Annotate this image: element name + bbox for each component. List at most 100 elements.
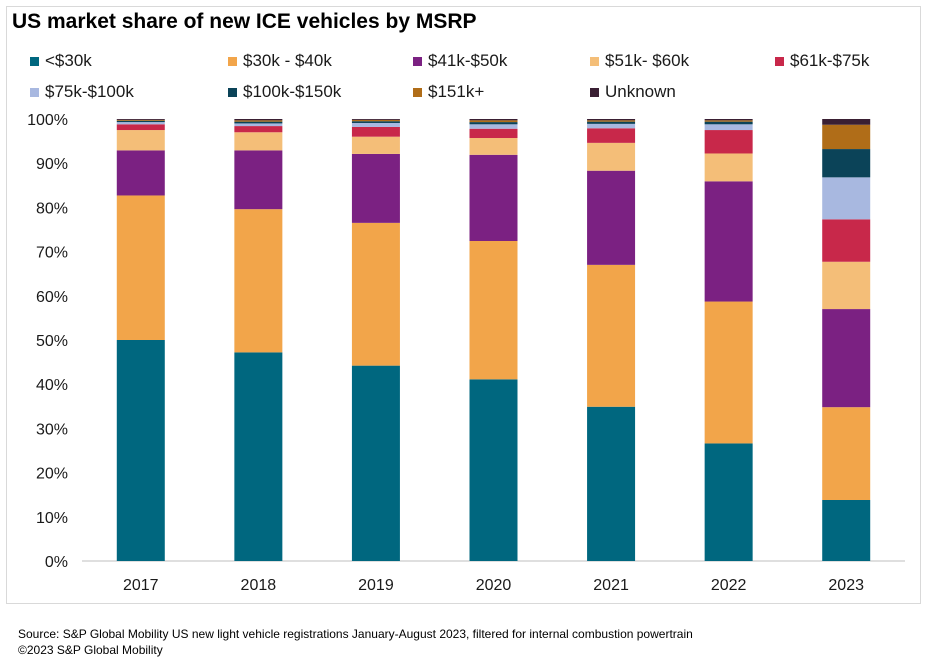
bar-segment bbox=[822, 149, 871, 178]
legend-label: $151k+ bbox=[428, 82, 485, 101]
x-tick-label: 2019 bbox=[358, 577, 394, 594]
legend-label: <$30k bbox=[45, 51, 92, 70]
bar-segment bbox=[116, 340, 165, 561]
bar-segment bbox=[469, 240, 518, 380]
bar-segment bbox=[234, 132, 283, 151]
y-tick-label: 0% bbox=[45, 554, 68, 571]
bar-segment bbox=[822, 124, 871, 150]
bar-segment bbox=[822, 309, 871, 408]
x-tick-label: 2020 bbox=[476, 577, 512, 594]
bar-segment bbox=[116, 150, 165, 196]
y-tick-label: 90% bbox=[36, 156, 68, 173]
legend-swatch bbox=[30, 56, 39, 66]
bar-segment bbox=[351, 365, 400, 561]
bar-segment bbox=[587, 142, 636, 171]
bar-segment bbox=[822, 500, 871, 561]
bar-segment bbox=[351, 119, 400, 120]
legend-label: $61k-$75k bbox=[790, 51, 870, 70]
x-tick-label: 2021 bbox=[593, 577, 629, 594]
bar-segment bbox=[234, 119, 283, 121]
bar-segment bbox=[351, 136, 400, 154]
bar-segment bbox=[351, 122, 400, 127]
bar-segment bbox=[704, 120, 753, 122]
bar-segment bbox=[234, 150, 283, 210]
bar-segment bbox=[116, 119, 165, 121]
legend-item-100k-150k: $100k-$150k bbox=[228, 82, 341, 102]
bar-segment bbox=[351, 126, 400, 137]
x-tick-label: 2017 bbox=[123, 577, 159, 594]
y-tick-label: 30% bbox=[36, 421, 68, 438]
y-tick-label: 40% bbox=[36, 377, 68, 394]
bar-segment bbox=[587, 128, 636, 143]
bar-segment bbox=[351, 222, 400, 366]
source-line: Source: S&P Global Mobility US new light… bbox=[18, 627, 693, 641]
bar-segment bbox=[469, 154, 518, 241]
legend-label: $75k-$100k bbox=[45, 82, 134, 101]
bar-segment bbox=[587, 121, 636, 124]
bar-segment bbox=[587, 406, 636, 561]
legend-item-under-30k: <$30k bbox=[30, 51, 92, 71]
legend-item-61k-75k: $61k-$75k bbox=[775, 51, 869, 71]
legend-swatch bbox=[228, 56, 237, 66]
stacked-bar-chart: 0% 10% 20% 30% 40% 50% 60% 70% 80% 90% 100% 2017 201… bbox=[27, 112, 905, 594]
source-note: Source: S&P Global Mobility US new light… bbox=[18, 626, 693, 658]
bar-segment bbox=[469, 128, 518, 139]
bar-segment bbox=[704, 124, 753, 131]
bar-segment bbox=[234, 120, 283, 122]
legend-item-75k-100k: $75k-$100k bbox=[30, 82, 134, 102]
y-tick-label: 70% bbox=[36, 245, 68, 262]
bar-segment bbox=[351, 153, 400, 223]
legend-item-41k-50k: $41k-$50k bbox=[413, 51, 507, 71]
bar-segment bbox=[234, 352, 283, 561]
bar-segment bbox=[234, 121, 283, 124]
bar-segment bbox=[234, 126, 283, 133]
bar-segment bbox=[116, 120, 165, 123]
bar-segment bbox=[351, 121, 400, 123]
bar-segment bbox=[116, 124, 165, 131]
legend-item-unknown: Unknown bbox=[590, 82, 676, 102]
x-tick-label: 2023 bbox=[828, 577, 864, 594]
legend-label: $41k-$50k bbox=[428, 51, 508, 70]
bar-segment bbox=[587, 264, 636, 407]
bar-segment bbox=[116, 195, 165, 340]
legend-swatch bbox=[590, 56, 599, 66]
y-tick-label: 50% bbox=[36, 333, 68, 350]
bar-segment bbox=[469, 379, 518, 561]
bar-segment bbox=[469, 138, 518, 155]
bar-segment bbox=[587, 170, 636, 265]
legend-item-51k-60k: $51k- $60k bbox=[590, 51, 689, 71]
x-tick-label: 2022 bbox=[711, 577, 747, 594]
bar-segment bbox=[704, 443, 753, 561]
bar-segment bbox=[116, 119, 165, 120]
legend-swatch bbox=[30, 87, 39, 97]
legend-label: $30k - $40k bbox=[243, 51, 332, 70]
chart-title: US market share of new ICE vehicles by M… bbox=[12, 10, 477, 33]
bar-segment bbox=[469, 120, 518, 123]
bar-segment bbox=[822, 261, 871, 310]
bar-segment bbox=[351, 119, 400, 122]
bar-segment bbox=[469, 122, 518, 125]
bar-segment bbox=[822, 177, 871, 220]
bar-segment bbox=[704, 153, 753, 182]
bar-segment bbox=[587, 119, 636, 121]
bar-segment bbox=[469, 119, 518, 121]
bar-segment bbox=[822, 119, 871, 125]
bar-segment bbox=[234, 123, 283, 127]
legend-item-151k-plus: $151k+ bbox=[413, 82, 484, 102]
legend-item-30k-40k: $30k - $40k bbox=[228, 51, 332, 71]
bar-segment bbox=[116, 130, 165, 151]
y-tick-label: 20% bbox=[36, 466, 68, 483]
bar-segment bbox=[822, 219, 871, 262]
legend-swatch bbox=[413, 56, 422, 66]
legend-swatch bbox=[228, 87, 237, 97]
legend-swatch bbox=[775, 56, 784, 66]
bar-segment bbox=[587, 120, 636, 122]
bar-segment bbox=[704, 130, 753, 154]
bar-segment bbox=[704, 301, 753, 444]
legend-swatch bbox=[413, 87, 422, 97]
y-tick-label: 60% bbox=[36, 289, 68, 306]
y-tick-label: 10% bbox=[36, 510, 68, 527]
x-tick-label: 2018 bbox=[241, 577, 277, 594]
bar-segment bbox=[234, 209, 283, 353]
bar-segment bbox=[704, 121, 753, 125]
